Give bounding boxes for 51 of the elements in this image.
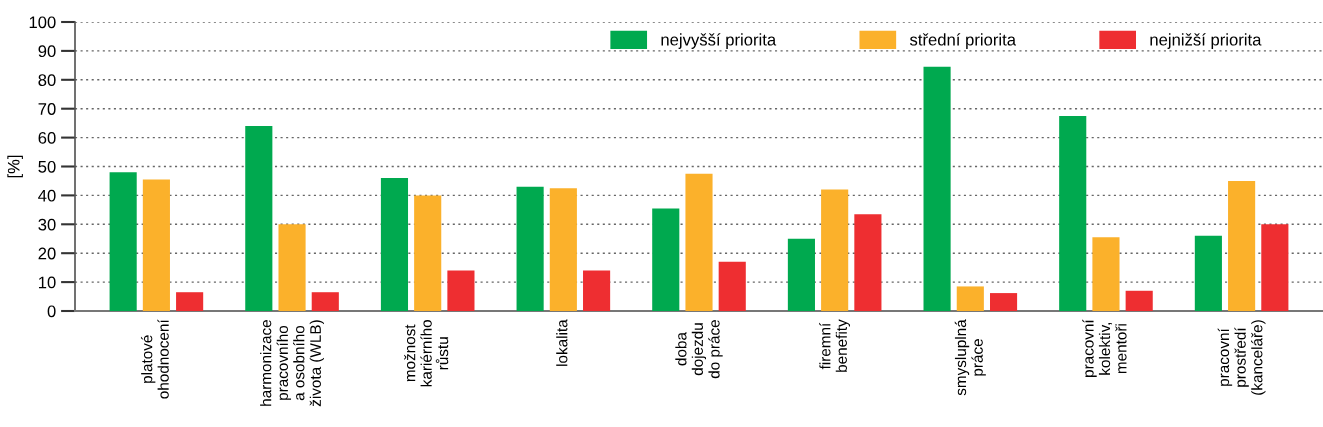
bar — [414, 195, 442, 311]
x-tick-label: harmonizace pracovního a osobního života (WLB) — [260, 320, 324, 407]
bar — [1194, 235, 1222, 311]
bar — [176, 292, 204, 311]
bar — [1261, 224, 1289, 311]
y-tick-label: 30 — [38, 218, 56, 231]
bar — [1059, 115, 1087, 311]
legend-label: střední priorita — [909, 33, 1017, 49]
bar — [447, 270, 475, 311]
x-tick-label: možnost kariérního růstu — [404, 319, 449, 387]
bar — [549, 188, 577, 311]
y-tick-label: 40 — [38, 189, 56, 202]
bar — [245, 126, 273, 311]
bar — [956, 286, 984, 311]
y-tick-label: 20 — [38, 247, 56, 260]
y-tick-label: 10 — [38, 276, 56, 289]
y-tick-label: 50 — [38, 160, 56, 173]
bar — [142, 179, 170, 311]
x-tick-label: platové ohodnocení — [140, 319, 169, 399]
bar — [854, 214, 882, 311]
bar — [718, 261, 746, 311]
bar — [821, 189, 849, 311]
x-tick-label: firemní benefity — [819, 319, 850, 372]
y-tick-label: 90 — [38, 45, 56, 58]
y-tick-label: 80 — [38, 74, 56, 86]
y-tick-label: 0 — [47, 305, 56, 318]
bar — [380, 178, 409, 311]
bar — [278, 224, 306, 311]
bar — [1125, 290, 1153, 311]
x-tick-label: smysluplná práce — [954, 319, 986, 396]
x-tick-label: doba dojezdu do práce — [675, 320, 723, 379]
x-tick-label: lokalita — [556, 319, 568, 366]
bar — [109, 172, 137, 311]
x-tick-label: pracovní prostředí (kanceláře) — [1217, 320, 1266, 395]
bar — [787, 238, 815, 311]
y-tick-label: 70 — [38, 103, 56, 115]
legend-label: nejvyšší priorita — [661, 33, 777, 49]
bar — [583, 270, 611, 311]
y-tick-label: 100 — [29, 16, 56, 29]
bar — [311, 292, 339, 311]
bar — [989, 293, 1018, 311]
y-axis-title: [%] — [7, 155, 23, 178]
x-tick-label: pracovní kolektiv, mentoři — [1082, 319, 1127, 377]
bar — [516, 186, 544, 311]
bar — [652, 208, 680, 311]
bar — [1092, 237, 1120, 311]
bar — [685, 173, 713, 311]
bar — [1228, 180, 1256, 311]
y-tick-label: 60 — [38, 132, 56, 144]
bar — [923, 66, 951, 311]
legend-label: nejnižší priorita — [1150, 33, 1262, 49]
